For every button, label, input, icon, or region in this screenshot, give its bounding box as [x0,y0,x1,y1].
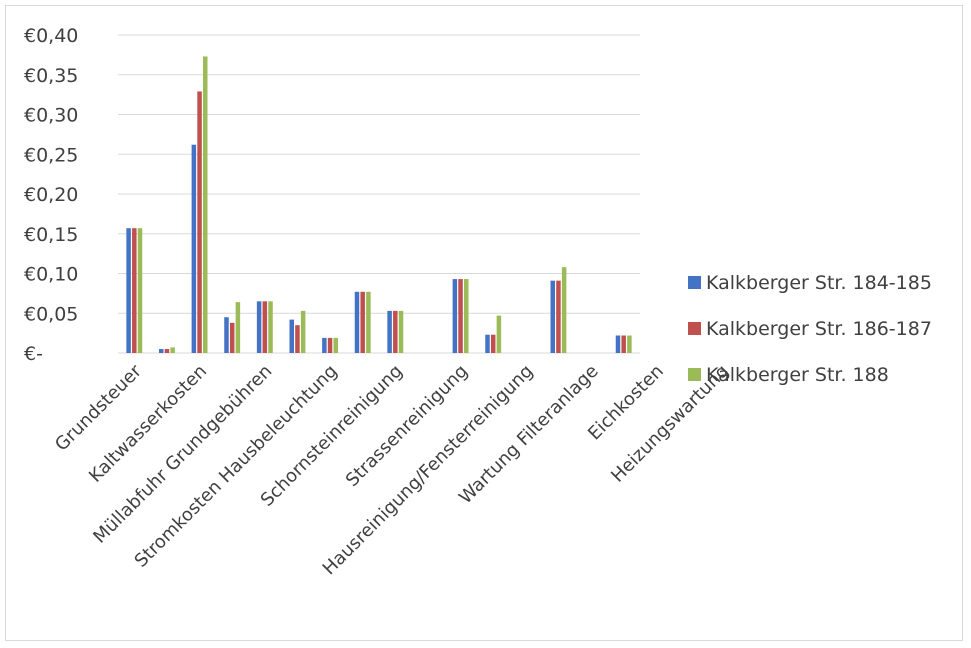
bar [132,228,137,353]
bar [627,335,632,353]
y-tick-label: €0,15 [24,224,78,246]
chart-area [5,5,963,641]
bars [126,56,632,354]
bar [322,337,327,353]
bar [191,144,197,353]
legend-swatch [688,368,701,381]
bar [235,302,241,353]
y-tick-label: €- [24,343,43,365]
bar [327,337,333,353]
bar [137,228,143,353]
bar [485,334,490,353]
bar [561,267,567,353]
bar [289,319,294,353]
legend-label: Kalkberger Str. 184-185 [706,272,932,294]
x-category-label: Strassenreinigung [342,361,472,491]
bar [490,334,496,353]
legend: Kalkberger Str. 184-185 Kalkberger Str. 1… [688,272,932,386]
bar [158,349,164,353]
legend-label: Kalkberger Str. 188 [706,364,889,386]
bar [333,337,339,353]
bar [256,301,262,353]
bar [452,279,458,353]
bar [354,291,360,353]
bar [556,280,561,353]
bar [203,56,208,354]
bar [458,279,463,353]
y-tick-label: €0,35 [24,65,78,87]
legend-label: Kalkberger Str. 186-187 [706,318,932,340]
y-tick-label: €0,10 [24,264,78,286]
bar [126,228,131,353]
bar [398,310,404,353]
y-tick-label: €0,25 [24,144,78,166]
bar [300,310,306,353]
y-axis-tick-labels: €- €0,05 €0,10 €0,15 €0,20 €0,25 €0,30 €0,35 €0,… [24,25,78,365]
x-category-label: Kaltwasserkosten [85,361,211,487]
bar [360,291,365,353]
bar [393,310,398,353]
y-tick-label: €0,05 [24,303,78,325]
bar [621,335,626,353]
bar [464,279,469,353]
bar [229,322,235,353]
bar [268,301,273,353]
bar [615,335,621,353]
y-tick-label: €0,40 [24,25,78,47]
y-tick-label: €0,20 [24,184,78,206]
bar [387,310,392,353]
bar [197,91,202,353]
bar [224,317,229,353]
bar [262,301,268,353]
legend-swatch [688,276,701,289]
y-tick-label: €0,30 [24,105,78,127]
bar [366,291,371,353]
bar [496,315,502,353]
bar [170,347,175,353]
gridlines [118,34,640,354]
bar [550,280,555,353]
bar [295,325,300,353]
legend-swatch [688,322,701,335]
bar [164,349,170,353]
